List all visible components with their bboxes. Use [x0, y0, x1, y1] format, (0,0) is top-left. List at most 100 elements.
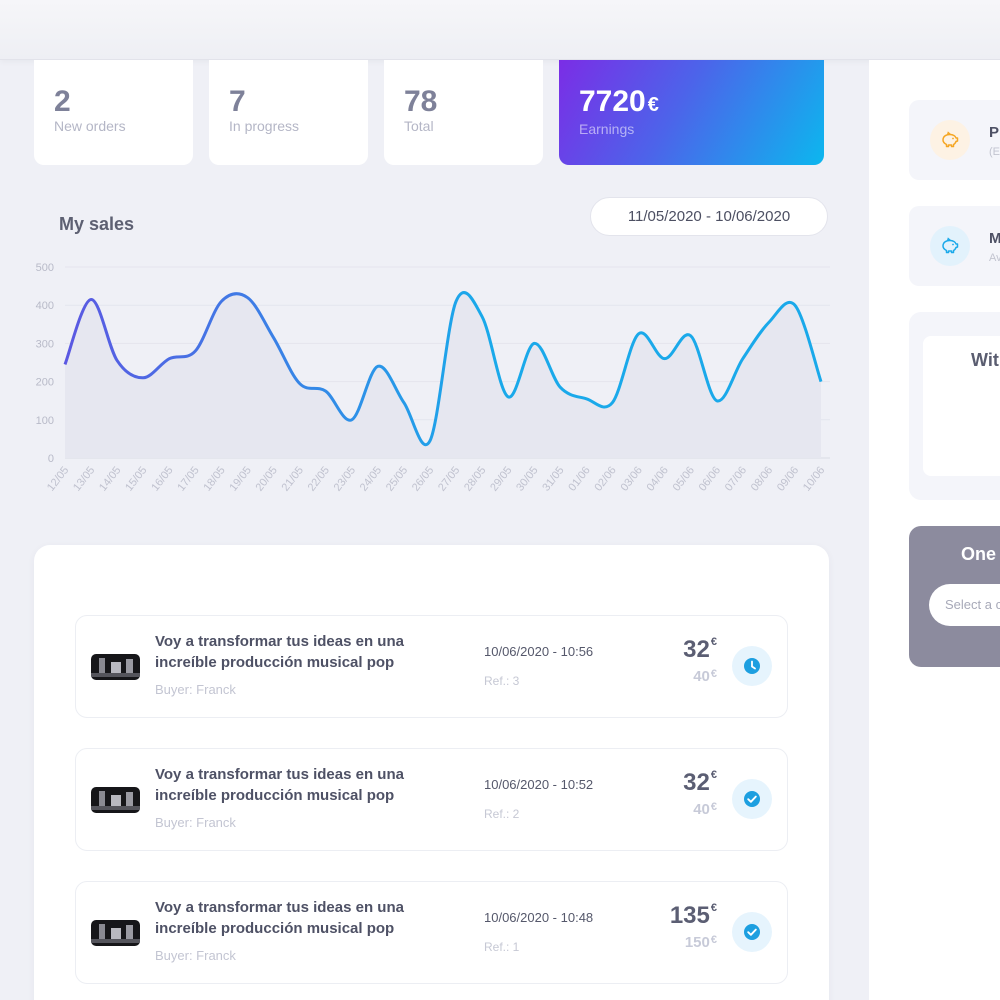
piggy-bank-icon — [942, 131, 959, 148]
order-price: 32€ — [683, 769, 717, 797]
order-thumbnail — [91, 920, 140, 946]
stat-label: In progress — [229, 118, 300, 134]
chart-series-line — [63, 291, 823, 446]
earnings-label: Earnings — [579, 121, 635, 137]
order-date: 10/06/2020 - 10:56 — [484, 644, 594, 659]
stat-card-total[interactable]: 78 Total — [384, 60, 543, 165]
dark-widget: One Select a c — [909, 526, 1000, 667]
stat-label: Total — [404, 118, 434, 134]
chart-x-tick-label: 06/06 — [697, 464, 723, 493]
stat-card-in-progress[interactable]: 7 In progress — [209, 60, 368, 165]
order-price-currency: € — [710, 902, 717, 914]
order-row[interactable]: Voy a transformar tus ideas en una incre… — [75, 881, 788, 984]
dark-widget-select[interactable]: Select a c — [929, 584, 1000, 626]
stat-card-earnings[interactable]: 7720 € Earnings — [559, 60, 824, 165]
chart-x-tick-label: 07/06 — [723, 464, 749, 493]
chart-x-tick-label: 04/06 — [645, 464, 671, 493]
top-bar — [0, 0, 1000, 60]
chart-y-tick-label: 100 — [36, 415, 54, 427]
order-title[interactable]: Voy a transformar tus ideas en una incre… — [155, 633, 404, 671]
withdraw-widget: Wit — [909, 312, 1000, 500]
sales-title: My sales — [59, 214, 135, 234]
sidebar-card-piggy-blue[interactable]: M Av — [909, 206, 1000, 286]
chart-x-tick-label: 01/06 — [566, 464, 592, 493]
right-sidebar: P (E M Av Wit One Select a c — [869, 60, 1000, 1000]
order-date: 10/06/2020 - 10:48 — [484, 910, 594, 925]
chart-x-tick-label: 22/05 — [306, 464, 332, 493]
order-buyer: Buyer: Franck — [155, 948, 236, 963]
order-old-price-currency: € — [710, 801, 717, 813]
order-price: 32€ — [683, 636, 717, 664]
chart-x-tick-label: 29/05 — [488, 464, 514, 493]
order-old-price-value: 40 — [693, 801, 710, 818]
order-ref: Ref.: 2 — [484, 807, 520, 821]
chart-x-tick-label: 05/06 — [671, 464, 697, 493]
order-ref: Ref.: 3 — [484, 674, 520, 688]
order-buyer: Buyer: Franck — [155, 682, 236, 697]
clock-icon — [744, 658, 760, 674]
chart-x-tick-label: 28/05 — [462, 464, 488, 493]
chart-y-tick-label: 300 — [36, 338, 54, 350]
chart-x-tick-label: 20/05 — [254, 464, 280, 493]
chart-x-tick-label: 03/06 — [618, 464, 644, 493]
chart-x-tick-label: 30/05 — [514, 464, 540, 493]
chart-x-tick-label: 10/06 — [801, 464, 827, 493]
order-price-currency: € — [710, 636, 717, 648]
withdraw-widget-title: Wit — [971, 350, 999, 370]
withdraw-widget-inner: Wit — [923, 336, 1000, 476]
chart-x-tick-label: 19/05 — [227, 464, 253, 493]
order-old-price-currency: € — [710, 934, 717, 946]
piggy-bank-icon — [942, 237, 959, 254]
chart-x-tick-label: 26/05 — [410, 464, 436, 493]
order-title[interactable]: Voy a transformar tus ideas en una incre… — [155, 899, 404, 937]
chart-x-tick-label: 09/06 — [775, 464, 801, 493]
chart-x-tick-label: 15/05 — [123, 464, 149, 493]
earnings-currency: € — [647, 94, 659, 116]
check-circle-icon — [744, 924, 760, 940]
chart-x-tick-label: 27/05 — [436, 464, 462, 493]
order-status-button[interactable] — [732, 646, 772, 686]
earnings-value: 7720 € — [579, 84, 804, 123]
chart-x-tick-label: 31/05 — [540, 464, 566, 493]
order-price-value: 135 — [669, 902, 710, 929]
stat-label: New orders — [54, 118, 126, 134]
sidebar-card-piggy-orange[interactable]: P (E — [909, 100, 1000, 180]
sales-chart: 0 100 200 300 400 500 12/05 13/05 14/05 15/05 16/… — [36, 262, 830, 494]
sidebar-card-title: P — [989, 124, 1000, 141]
order-row[interactable]: Voy a transformar tus ideas en una incre… — [75, 748, 788, 851]
chart-x-tick-label: 25/05 — [384, 464, 410, 493]
icon-circle — [930, 226, 970, 266]
chart-x-tick-label: 08/06 — [749, 464, 775, 493]
order-date: 10/06/2020 - 10:52 — [484, 777, 594, 792]
order-price-value: 32 — [683, 769, 710, 796]
order-title[interactable]: Voy a transformar tus ideas en una incre… — [155, 766, 404, 804]
order-row[interactable]: Voy a transformar tus ideas en una incre… — [75, 615, 788, 718]
chart-x-tick-label: 12/05 — [45, 464, 71, 493]
date-range-picker[interactable]: 11/05/2020 - 10/06/2020 — [590, 197, 828, 236]
order-status-button[interactable] — [732, 779, 772, 819]
chart-y-tick-label: 200 — [36, 377, 54, 389]
order-thumbnail — [91, 654, 140, 680]
icon-circle — [930, 120, 970, 160]
sidebar-card-sub: Av — [989, 252, 1000, 264]
stat-value: 78 — [404, 85, 438, 118]
order-old-price: 40€ — [693, 668, 717, 685]
earnings-amount: 7720 — [579, 85, 646, 118]
order-price-currency: € — [710, 769, 717, 781]
order-price: 135€ — [670, 902, 717, 930]
chart-x-tick-label: 21/05 — [280, 464, 306, 493]
chart-y-tick-label: 500 — [36, 262, 54, 274]
chart-x-tick-label: 24/05 — [358, 464, 384, 493]
order-price-value: 32 — [683, 636, 710, 663]
dark-widget-title: One — [961, 544, 997, 564]
order-old-price-value: 40 — [693, 668, 710, 685]
order-status-button[interactable] — [732, 912, 772, 952]
order-old-price: 150€ — [685, 934, 717, 951]
sidebar-card-title: M — [989, 230, 1000, 247]
sidebar-card-sub: (E — [989, 146, 1000, 158]
stat-value: 7 — [229, 85, 246, 118]
stat-card-new-orders[interactable]: 2 New orders — [34, 60, 193, 165]
chart-y-tick-label: 400 — [36, 300, 54, 312]
chart-x-tick-label: 23/05 — [332, 464, 358, 493]
chart-x-tick-label: 17/05 — [175, 464, 201, 493]
